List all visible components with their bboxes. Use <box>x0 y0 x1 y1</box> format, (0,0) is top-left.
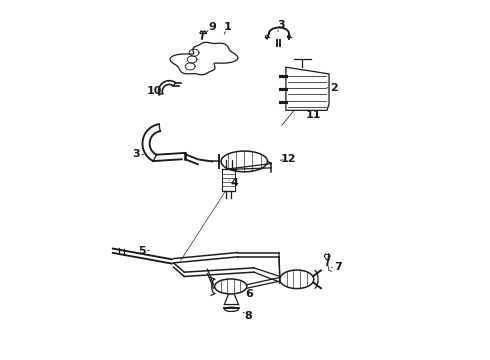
Text: 6: 6 <box>245 289 253 298</box>
Text: 3: 3 <box>277 20 285 30</box>
Text: 4: 4 <box>230 178 238 188</box>
Text: 7: 7 <box>334 262 342 272</box>
Text: 5: 5 <box>138 247 146 256</box>
Text: 2: 2 <box>330 83 338 93</box>
Text: 1: 1 <box>224 22 232 32</box>
Text: 10: 10 <box>146 86 162 96</box>
Text: 11: 11 <box>306 110 321 120</box>
Text: 9: 9 <box>208 22 216 32</box>
Text: 8: 8 <box>245 311 252 321</box>
Text: 12: 12 <box>281 154 296 164</box>
Text: 3: 3 <box>132 149 140 159</box>
